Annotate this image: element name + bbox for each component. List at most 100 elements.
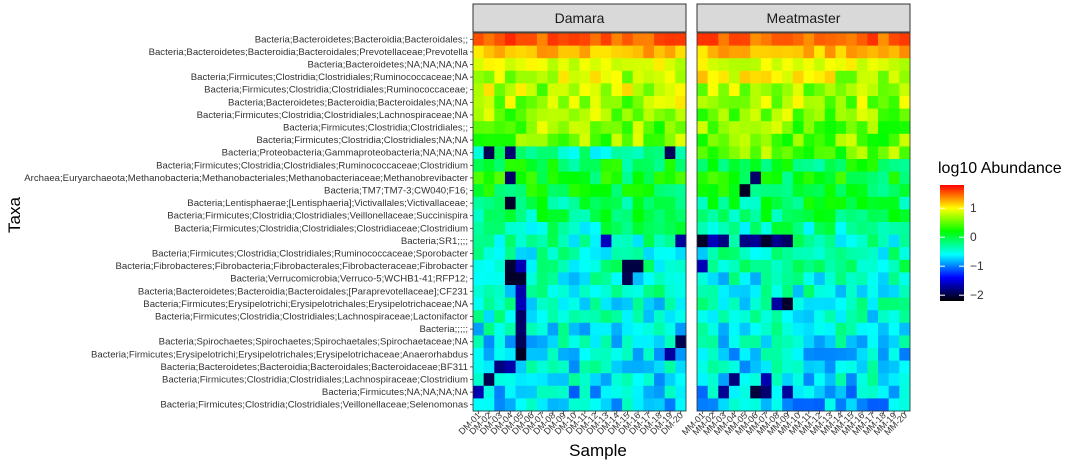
heatmap-cell <box>526 310 538 324</box>
heatmap-cell <box>590 322 602 336</box>
heatmap-cell <box>579 285 591 298</box>
heatmap-cell <box>782 209 794 223</box>
heatmap-cell <box>558 398 570 412</box>
heatmap-cell <box>846 133 858 147</box>
heatmap-cell <box>739 360 751 374</box>
heatmap-cell <box>888 83 900 97</box>
heatmap-cell <box>643 360 655 374</box>
heatmap-cell <box>899 385 911 399</box>
heatmap-cell <box>515 360 527 374</box>
heatmap-cell <box>494 335 506 349</box>
heatmap-cell <box>697 108 709 122</box>
heatmap-cell <box>835 96 847 109</box>
heatmap-cell <box>867 247 879 261</box>
heatmap-cell <box>526 259 538 273</box>
heatmap-cell <box>664 360 676 374</box>
heatmap-cell <box>600 121 612 135</box>
heatmap-cell <box>739 285 751 298</box>
heatmap-cell <box>632 96 644 109</box>
heatmap-cell <box>824 247 836 261</box>
heatmap-cell <box>536 184 548 198</box>
heatmap-cell <box>888 146 900 160</box>
heatmap-cell <box>643 259 655 273</box>
heatmap-cell <box>697 234 709 248</box>
heatmap-cell <box>526 247 538 261</box>
heatmap-cell <box>590 310 602 324</box>
heatmap-cell <box>579 45 591 59</box>
heatmap-cell <box>579 310 591 324</box>
heatmap-cell <box>547 247 559 261</box>
heatmap-cell <box>558 222 570 235</box>
heatmap-cell <box>568 385 580 399</box>
heatmap-cell <box>728 234 740 248</box>
heatmap-cell <box>643 373 655 387</box>
heatmap-cell <box>579 222 591 235</box>
heatmap-cell <box>504 45 516 59</box>
heatmap-cell <box>728 322 740 336</box>
heatmap-cell <box>856 58 868 72</box>
heatmap-cell <box>643 247 655 261</box>
heatmap-cell <box>600 234 612 248</box>
heatmap-cell <box>899 209 911 223</box>
heatmap-cell <box>846 209 858 223</box>
heatmap-cell <box>899 285 911 298</box>
heatmap-cell <box>590 184 602 198</box>
heatmap-cell <box>494 45 506 59</box>
heatmap-cell <box>590 121 602 135</box>
heatmap-cell <box>515 196 527 210</box>
heatmap-cell <box>707 285 719 298</box>
heatmap-cell <box>697 45 709 59</box>
heatmap-cell <box>547 310 559 324</box>
heatmap-cell <box>718 196 730 210</box>
heatmap-cell <box>536 121 548 135</box>
heatmap-cell <box>739 385 751 399</box>
heatmap-cell <box>728 348 740 361</box>
heatmap-cell <box>792 108 804 122</box>
heatmap-cell <box>664 159 676 172</box>
heatmap-cell <box>675 310 687 324</box>
heatmap-cell <box>515 335 527 349</box>
heatmap-cell <box>494 121 506 135</box>
legend-colorbar <box>940 185 964 301</box>
heatmap-cell <box>473 297 485 311</box>
heatmap-cell <box>654 70 666 84</box>
heatmap-cell <box>590 33 602 46</box>
heatmap-cell <box>664 133 676 147</box>
heatmap-cell <box>526 297 538 311</box>
heatmap-cell <box>568 335 580 349</box>
heatmap-cell <box>568 234 580 248</box>
heatmap-cell <box>568 121 580 135</box>
heatmap-cell <box>654 247 666 261</box>
heatmap-cell <box>494 184 506 198</box>
heatmap-cell <box>824 146 836 160</box>
heatmap-cell <box>728 272 740 286</box>
heatmap-cell <box>611 33 623 46</box>
heatmap-cell <box>536 297 548 311</box>
heatmap-cell <box>846 121 858 135</box>
heatmap-cell <box>504 398 516 412</box>
heatmap-cell <box>622 146 634 160</box>
heatmap-cell <box>558 70 570 84</box>
heatmap-cell <box>750 222 762 235</box>
heatmap-cell <box>590 196 602 210</box>
heatmap-cell <box>675 322 687 336</box>
heatmap-cell <box>867 322 879 336</box>
heatmap-cell <box>483 146 495 160</box>
heatmap-cell <box>782 184 794 198</box>
heatmap-cell <box>782 360 794 374</box>
heatmap-cell <box>835 133 847 147</box>
heatmap-cell <box>835 33 847 46</box>
heatmap-cell <box>483 45 495 59</box>
heatmap-cell <box>504 272 516 286</box>
heatmap-cell <box>867 360 879 374</box>
heatmap-cell <box>494 373 506 387</box>
heatmap-cell <box>622 184 634 198</box>
heatmap-cell <box>718 70 730 84</box>
heatmap-cell <box>473 285 485 298</box>
heatmap-cell <box>622 33 634 46</box>
heatmap-cell <box>888 171 900 185</box>
heatmap-cell <box>579 96 591 109</box>
heatmap-cell <box>558 133 570 147</box>
heatmap-cell <box>547 373 559 387</box>
taxa-tick-label: Bacteria;Bacteroidetes;Bacteroidia;Bacte… <box>255 34 468 45</box>
